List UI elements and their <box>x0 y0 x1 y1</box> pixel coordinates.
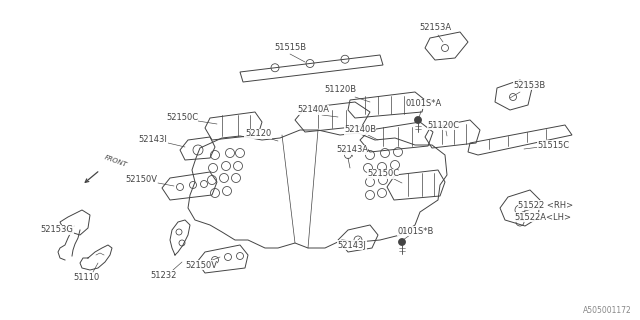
Text: 51522A<LH>: 51522A<LH> <box>515 212 572 221</box>
Text: 51515B: 51515B <box>274 43 306 52</box>
Text: 52153G: 52153G <box>40 226 74 235</box>
Circle shape <box>415 116 422 124</box>
Text: FRONT: FRONT <box>103 154 127 168</box>
Text: 0101S*A: 0101S*A <box>406 100 442 108</box>
Text: 51232: 51232 <box>151 270 177 279</box>
Text: 0101S*B: 0101S*B <box>398 227 434 236</box>
Text: 52153B: 52153B <box>514 81 546 90</box>
Text: 52140B: 52140B <box>344 125 376 134</box>
Text: 52143I: 52143I <box>139 135 168 145</box>
Text: 51120B: 51120B <box>324 85 356 94</box>
Text: 52150C: 52150C <box>367 170 399 179</box>
Text: 51110: 51110 <box>74 274 100 283</box>
Text: 52143A: 52143A <box>336 146 368 155</box>
Text: 52150V: 52150V <box>125 175 157 185</box>
Text: 52120: 52120 <box>245 130 271 139</box>
Text: 51522 <RH>: 51522 <RH> <box>518 201 573 210</box>
Text: 52140A: 52140A <box>297 106 329 115</box>
Circle shape <box>399 238 406 245</box>
Text: 52153A: 52153A <box>419 23 451 33</box>
Text: 52150V: 52150V <box>185 260 217 269</box>
Text: 51515C: 51515C <box>537 140 569 149</box>
Text: 52143J: 52143J <box>337 241 367 250</box>
Text: 52150C: 52150C <box>166 113 198 122</box>
Text: 51120C: 51120C <box>427 121 459 130</box>
Text: A505001172: A505001172 <box>583 306 632 315</box>
